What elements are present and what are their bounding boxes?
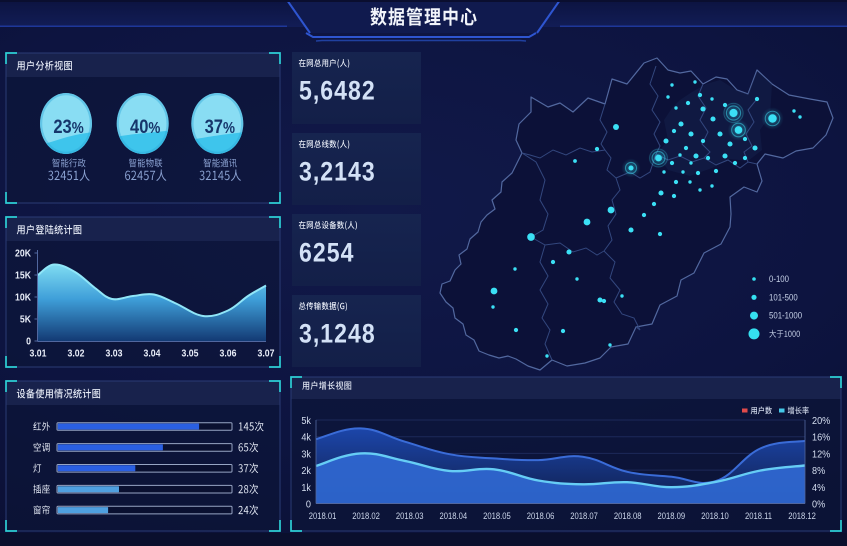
svg-text:3,1248: 3,1248 bbox=[299, 320, 376, 349]
svg-text:1k: 1k bbox=[301, 482, 311, 494]
svg-text:5K: 5K bbox=[20, 314, 31, 325]
svg-text:3k: 3k bbox=[301, 449, 311, 461]
svg-text:5k: 5k bbox=[301, 415, 311, 427]
svg-text:40%: 40% bbox=[130, 116, 160, 137]
svg-text:4%: 4% bbox=[812, 482, 825, 494]
svg-text:3.02: 3.02 bbox=[68, 348, 85, 359]
svg-text:101-500: 101-500 bbox=[769, 292, 798, 303]
svg-text:2018.06: 2018.06 bbox=[527, 512, 555, 522]
svg-text:2018.12: 2018.12 bbox=[788, 512, 816, 522]
svg-text:23%: 23% bbox=[53, 116, 83, 137]
svg-text:501-1000: 501-1000 bbox=[769, 310, 802, 321]
svg-text:3.01: 3.01 bbox=[30, 348, 47, 359]
svg-text:20%: 20% bbox=[812, 415, 831, 427]
svg-text:2k: 2k bbox=[301, 466, 311, 478]
svg-text:2018.02: 2018.02 bbox=[352, 512, 380, 522]
svg-text:2018.01: 2018.01 bbox=[309, 512, 337, 522]
svg-text:2018.10: 2018.10 bbox=[701, 512, 729, 522]
svg-text:4k: 4k bbox=[301, 432, 311, 444]
svg-text:2018.03: 2018.03 bbox=[396, 512, 424, 522]
svg-text:2018.11: 2018.11 bbox=[745, 512, 772, 522]
svg-text:0: 0 bbox=[26, 336, 31, 347]
svg-text:0: 0 bbox=[306, 499, 312, 511]
svg-text:3.07: 3.07 bbox=[258, 348, 275, 359]
svg-text:10K: 10K bbox=[15, 292, 31, 303]
svg-text:0%: 0% bbox=[812, 499, 825, 511]
svg-text:3.06: 3.06 bbox=[220, 348, 237, 359]
svg-text:2018.04: 2018.04 bbox=[439, 512, 467, 522]
svg-text:15K: 15K bbox=[15, 270, 31, 281]
svg-text:2018.09: 2018.09 bbox=[657, 512, 685, 522]
svg-text:3,2143: 3,2143 bbox=[299, 158, 376, 187]
svg-text:3.03: 3.03 bbox=[106, 348, 123, 359]
svg-text:2018.08: 2018.08 bbox=[614, 512, 642, 522]
svg-text:2018.07: 2018.07 bbox=[570, 512, 598, 522]
svg-text:0-100: 0-100 bbox=[769, 273, 789, 284]
svg-text:20K: 20K bbox=[15, 248, 31, 259]
svg-text:8%: 8% bbox=[812, 466, 825, 478]
svg-text:16%: 16% bbox=[812, 432, 831, 444]
svg-text:2018.05: 2018.05 bbox=[483, 512, 511, 522]
svg-text:12%: 12% bbox=[812, 449, 831, 461]
svg-text:3.04: 3.04 bbox=[144, 348, 162, 359]
svg-text:5,6482: 5,6482 bbox=[299, 77, 376, 106]
svg-text:6254: 6254 bbox=[299, 239, 354, 268]
svg-text:37%: 37% bbox=[205, 116, 235, 137]
svg-text:3.05: 3.05 bbox=[182, 348, 199, 359]
